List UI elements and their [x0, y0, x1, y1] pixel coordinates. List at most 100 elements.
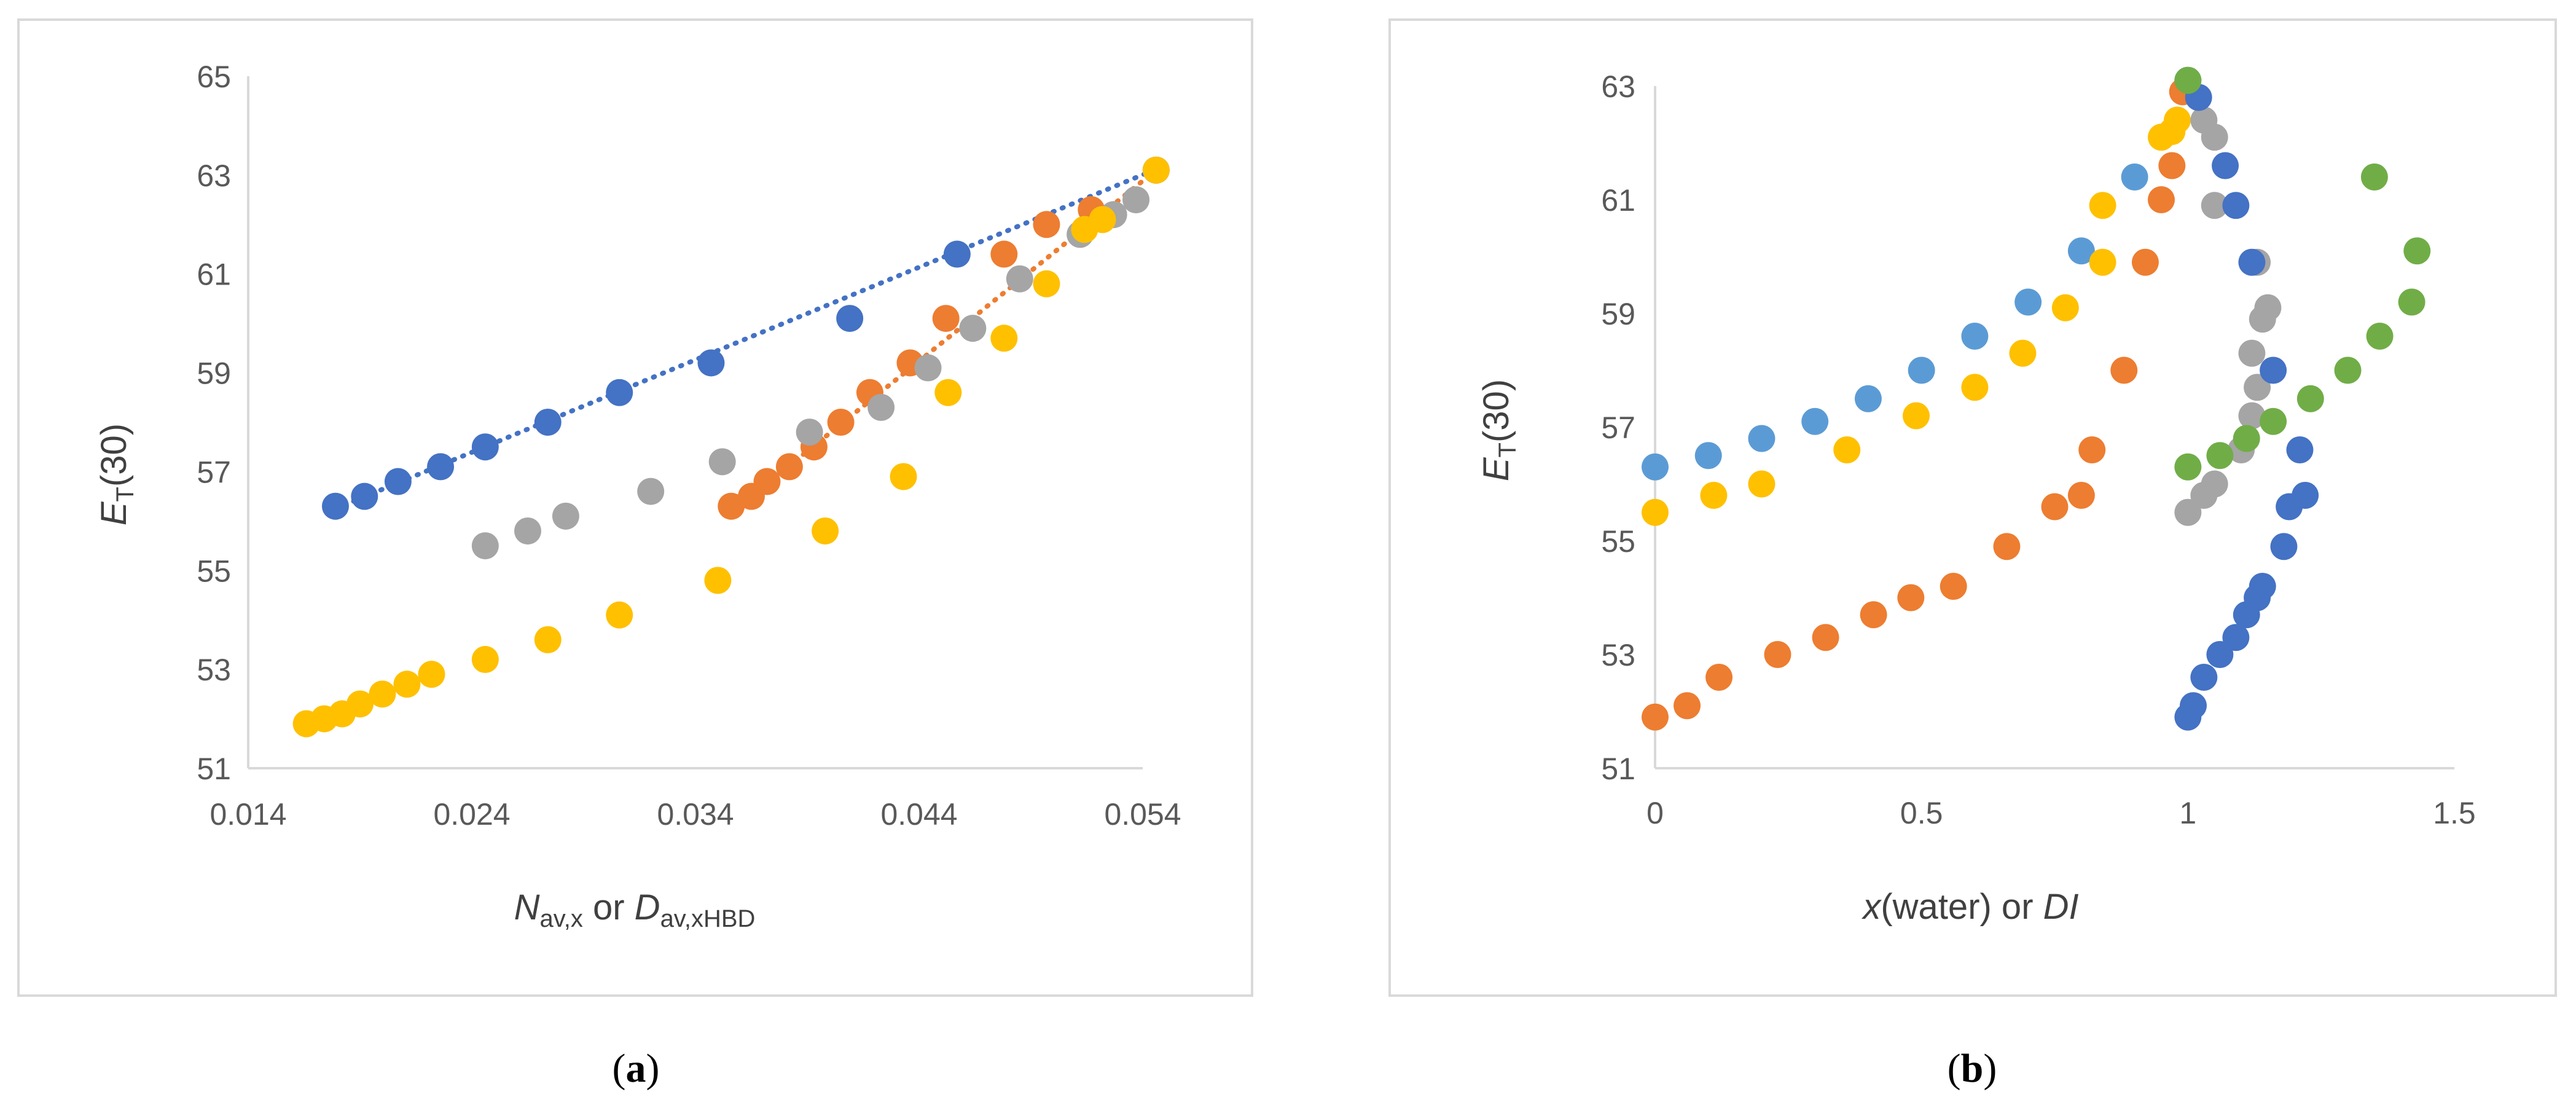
- point-orange: [2131, 248, 2159, 276]
- point-orange: [2110, 356, 2138, 384]
- point-yellow: [2009, 339, 2037, 367]
- chart-b-y-tick: 55: [1601, 524, 1635, 559]
- point-gray: [914, 354, 942, 382]
- point-orange: [932, 305, 960, 332]
- point-blue: [2270, 533, 2298, 560]
- point-lightblue: [2121, 163, 2148, 191]
- point-yellow: [1089, 206, 1116, 234]
- point-blue: [2222, 192, 2250, 219]
- chart-a-y-tick: 53: [197, 653, 231, 687]
- point-lightblue: [1642, 453, 1669, 481]
- point-green: [2403, 237, 2431, 265]
- chart-b-y-tick: 59: [1601, 297, 1635, 331]
- point-blue: [2286, 436, 2314, 463]
- point-orange: [827, 409, 855, 436]
- point-green: [2233, 425, 2260, 452]
- point-yellow: [1961, 374, 1989, 401]
- point-orange: [990, 240, 1018, 268]
- point-blue: [943, 240, 971, 268]
- point-yellow: [369, 680, 396, 708]
- point-lightblue: [1694, 442, 1722, 470]
- point-gray: [2254, 294, 2282, 321]
- chart-a-x-tick: 0.014: [209, 797, 286, 832]
- point-yellow: [2089, 192, 2116, 219]
- chart-a-y-label: ET(30): [94, 423, 139, 525]
- point-gray: [514, 517, 541, 545]
- chart-b-y-tick: 53: [1601, 638, 1635, 672]
- point-green: [2334, 356, 2362, 384]
- chart-a-x-tick: 0.034: [657, 797, 734, 832]
- chart-a-y-ticks: 51 53 55 57 59 61 63 65: [197, 60, 231, 786]
- point-orange: [1940, 573, 1967, 600]
- point-gray: [2201, 470, 2228, 498]
- point-orange: [2041, 493, 2069, 521]
- point-blue: [427, 453, 455, 481]
- chart-a-y-tick: 59: [197, 356, 231, 391]
- point-blue: [2180, 692, 2207, 720]
- point-orange: [1993, 533, 2021, 560]
- chart-b-x-tick: 0.5: [1900, 796, 1943, 830]
- point-gray: [1006, 265, 1033, 293]
- point-blue: [351, 482, 378, 510]
- point-yellow: [1642, 498, 1669, 526]
- point-gray: [959, 315, 987, 342]
- point-orange: [718, 492, 745, 520]
- point-yellow: [1033, 270, 1060, 297]
- point-lightblue: [1908, 356, 1935, 384]
- chart-b-y-tick: 51: [1601, 752, 1635, 786]
- point-orange: [1705, 664, 1733, 691]
- point-gray: [708, 448, 736, 476]
- point-yellow: [2163, 106, 2191, 134]
- point-blue: [471, 433, 499, 461]
- point-green: [2174, 66, 2202, 94]
- point-green: [2260, 407, 2287, 435]
- point-blue: [534, 409, 562, 436]
- point-blue: [697, 349, 725, 377]
- point-orange: [1674, 692, 1701, 720]
- point-lightblue: [1854, 385, 1882, 412]
- point-orange: [1860, 601, 1887, 629]
- point-orange: [775, 453, 803, 481]
- point-yellow: [1833, 436, 1861, 463]
- chart-b-x-tick: 0: [1646, 796, 1664, 830]
- point-yellow: [2089, 248, 2116, 276]
- point-blue: [606, 379, 633, 406]
- chart-a-y-tick: 55: [197, 554, 231, 588]
- chart-a-frame: [17, 18, 1253, 997]
- point-orange: [1897, 584, 1925, 612]
- point-yellow: [393, 671, 421, 698]
- point-yellow: [471, 646, 499, 674]
- point-gray: [2238, 402, 2266, 430]
- point-blue: [2292, 482, 2319, 509]
- chart-a-axes: [247, 76, 1143, 769]
- point-green: [2398, 288, 2425, 316]
- point-yellow: [812, 517, 839, 545]
- chart-a-y-tick: 65: [197, 60, 231, 94]
- point-yellow: [890, 463, 917, 490]
- point-yellow: [1700, 482, 1728, 509]
- chart-b-y-label: ET(30): [1476, 379, 1521, 481]
- point-orange: [1033, 211, 1060, 238]
- point-blue: [321, 492, 349, 520]
- point-lightblue: [1748, 425, 1775, 452]
- chart-b-x-label: x(water) or DI: [1861, 887, 2078, 927]
- chart-a-x-tick: 0.054: [1104, 797, 1181, 832]
- point-gray: [2201, 124, 2228, 151]
- chart-a-y-tick: 61: [197, 258, 231, 292]
- point-blue: [836, 305, 864, 332]
- point-gray: [1122, 186, 1150, 214]
- panel-label-b: (b): [1948, 1046, 1997, 1091]
- point-yellow: [606, 601, 633, 629]
- point-green: [2366, 323, 2394, 350]
- point-yellow: [1748, 470, 1775, 498]
- point-gray: [2238, 339, 2266, 367]
- chart-b: 51 53 55 57 59 61 63 0 0.5 1 1.5 ET(30) x(water) …: [1388, 18, 2557, 997]
- point-yellow: [2051, 294, 2079, 321]
- trendline-blue: [332, 167, 1157, 511]
- point-orange: [2147, 186, 2175, 213]
- point-blue: [2212, 152, 2239, 179]
- point-green: [2206, 442, 2234, 470]
- point-blue: [2190, 664, 2218, 691]
- point-gray: [2244, 374, 2271, 401]
- panel-label-a: (a): [613, 1046, 660, 1091]
